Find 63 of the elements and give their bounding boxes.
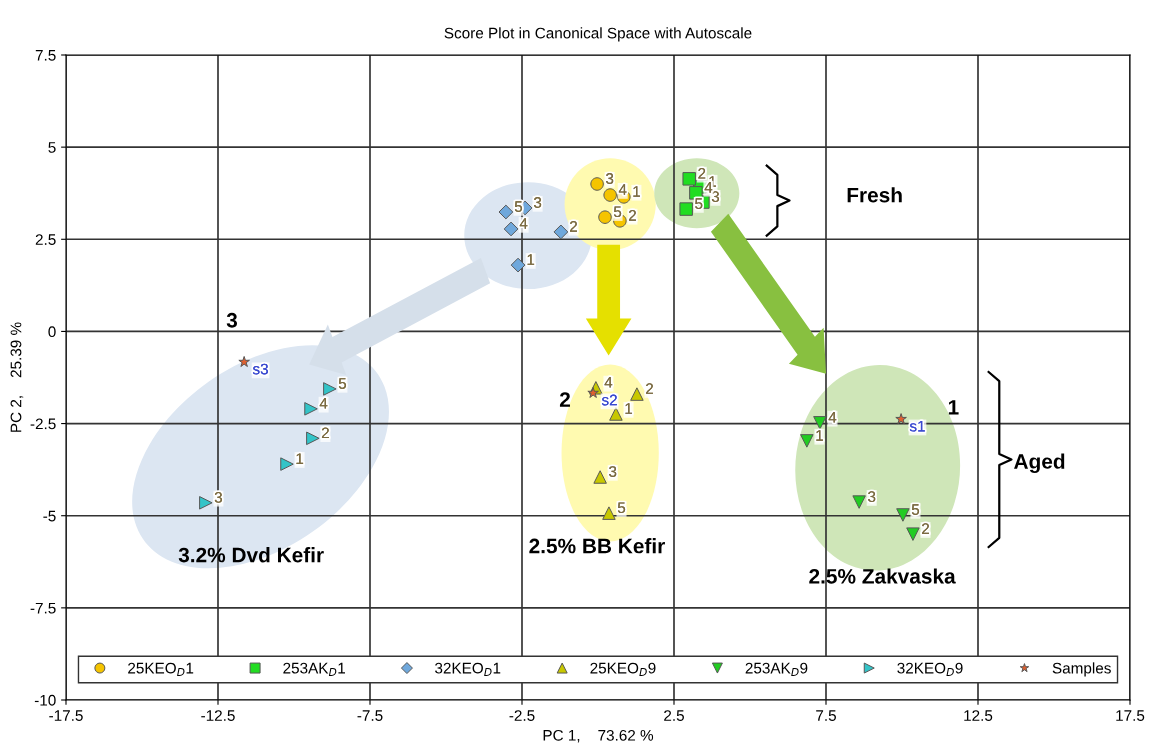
legend-label: 32KEO$_{D}$1 xyxy=(435,662,501,676)
legend-label: Samples xyxy=(1052,662,1111,677)
x-axis-title: PC 1, 73.62 % xyxy=(543,729,654,743)
annotation: s1 xyxy=(909,420,925,432)
x-tick-label: 17.5 xyxy=(1116,710,1145,721)
annotation: 1 xyxy=(296,453,304,464)
y-tick-label: -7.5 xyxy=(30,602,56,614)
annotation: 1 xyxy=(625,403,633,414)
annotation: 4 xyxy=(519,218,528,229)
annotation: 5 xyxy=(613,206,622,218)
legend-label: 25KEO$_{D}$1 xyxy=(128,662,194,676)
y-tick-label: 2.5 xyxy=(35,234,56,245)
legend-label: 32KEO$_{D}$9 xyxy=(897,662,963,676)
annotation: 5 xyxy=(911,504,920,515)
annotation: 4 xyxy=(604,377,613,388)
y-tick-label: 7.5 xyxy=(35,50,56,61)
annotation: Fresh xyxy=(847,187,902,203)
y-tick-label: -2.5 xyxy=(30,418,56,430)
annotation: 1 xyxy=(816,430,823,441)
annotation: 2 xyxy=(628,209,636,221)
annotation: s2 xyxy=(601,394,617,406)
annotation: 2.5% BB Kefir xyxy=(529,538,665,554)
annotation: 1 xyxy=(527,254,535,265)
annotation: 3 xyxy=(606,173,614,184)
annotation: 2 xyxy=(559,392,570,407)
x-tick-label: -7.5 xyxy=(357,710,383,721)
x-tick-label: -17.5 xyxy=(49,710,83,721)
annotation: 4 xyxy=(618,184,627,195)
annotation: 4 xyxy=(319,398,328,409)
annotation: 3 xyxy=(711,191,720,202)
annotation: 4 xyxy=(828,412,837,423)
annotation: 5 xyxy=(514,201,523,212)
annotation: 3 xyxy=(868,491,876,503)
annotation: 2 xyxy=(321,427,329,439)
annotation: 3 xyxy=(533,197,542,208)
annotation: 3 xyxy=(609,466,617,477)
x-tick-label: 12.5 xyxy=(964,710,993,721)
annotation: Aged xyxy=(1014,453,1065,474)
annotation: 2 xyxy=(570,221,577,232)
x-tick-label: 2.5 xyxy=(664,710,684,721)
legend-label: 253AK$_{D}$9 xyxy=(745,662,808,676)
y-tick-label: 0 xyxy=(48,326,56,338)
annotation: 2 xyxy=(922,523,930,534)
x-tick-label: -2.5 xyxy=(509,710,535,721)
annotation: 2 xyxy=(698,167,706,179)
annotation: 1 xyxy=(948,400,959,415)
annotation: 5 xyxy=(617,502,626,514)
legend-label: 253AK$_{D}$1 xyxy=(283,662,346,676)
annotation: 1 xyxy=(633,186,640,197)
y-tick-label: -5 xyxy=(43,510,56,522)
legend-label: 25KEO$_{D}$9 xyxy=(590,662,656,676)
annotation: 3 xyxy=(214,491,222,503)
annotation: 5 xyxy=(338,378,347,389)
x-tick-label: 7.5 xyxy=(816,710,836,721)
annotation: 5 xyxy=(695,198,703,209)
x-tick-label: -12.5 xyxy=(201,710,235,721)
y-tick-label: -10 xyxy=(34,694,56,706)
annotation: 2 xyxy=(646,383,653,394)
chart-title: Score Plot in Canonical Space with Autoscale xyxy=(444,27,752,42)
y-axis-title: PC 2, 25.39 % xyxy=(10,322,24,432)
annotation: s3 xyxy=(252,363,268,375)
annotation: 3 xyxy=(226,312,238,328)
y-tick-label: 5 xyxy=(48,142,56,153)
